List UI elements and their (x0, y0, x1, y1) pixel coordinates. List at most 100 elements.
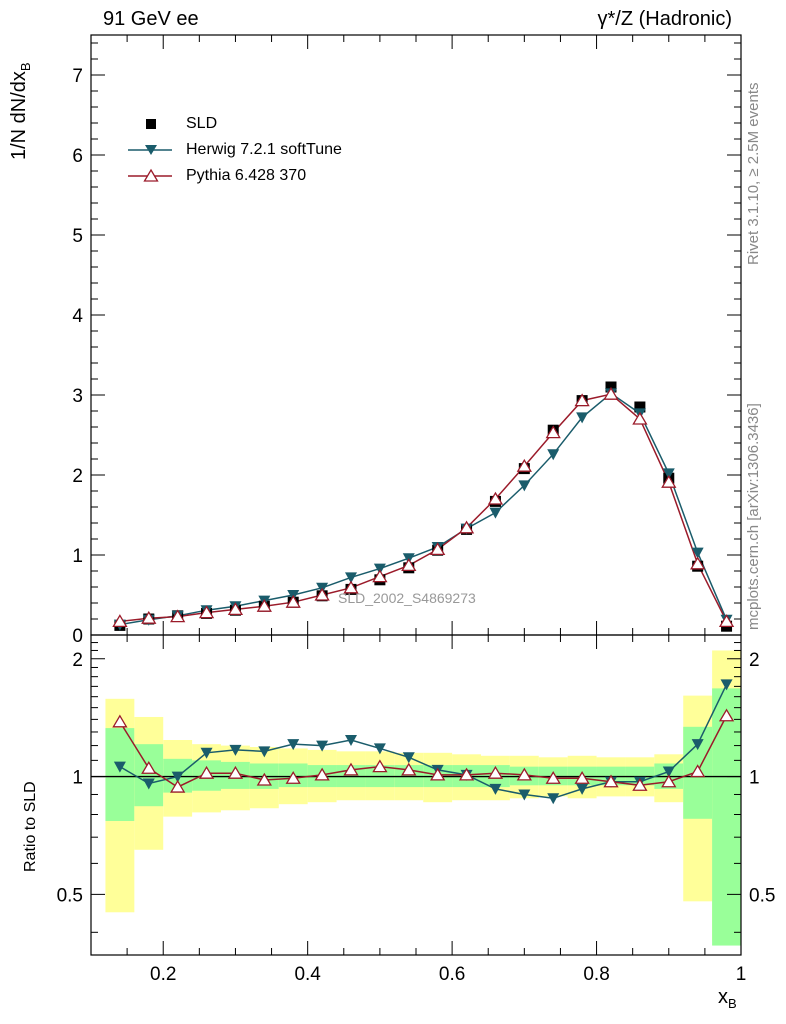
pythia-point-ratio (227, 765, 244, 779)
herwig-point-ratio (345, 735, 357, 747)
pythia-point-main (256, 598, 272, 612)
x-tick-label: 0.8 (583, 964, 609, 985)
herwig-point-ratio (720, 679, 733, 691)
y-tick-label-ratio: 0.5 (57, 885, 83, 906)
pythia-point-ratio (314, 767, 330, 781)
pythia-point-main (516, 458, 532, 472)
pythia-point-ratio (141, 760, 157, 774)
legend-item-data: SLD (128, 112, 217, 136)
pythia-point-ratio (430, 767, 446, 781)
y-axis-label-main: 1/N dN/dxB (8, 62, 33, 160)
pythia-point-main (112, 614, 128, 628)
pythia-point-main (603, 386, 619, 400)
pythia-point-main (430, 542, 446, 556)
pythia-point-ratio (458, 767, 475, 781)
legend-label-data: SLD (186, 115, 218, 132)
herwig-point-ratio (547, 793, 560, 805)
pythia-point-main (718, 614, 735, 628)
pythia-point-ratio (661, 774, 677, 788)
pythia-line-main (119, 393, 728, 623)
y-tick-label-ratio-right: 0.5 (749, 885, 775, 906)
pythia-point-ratio (343, 762, 359, 776)
header-right: γ*/Z (Hadronic) (597, 8, 732, 30)
pythia-line-ratio (119, 715, 728, 788)
pythia-point-ratio (372, 759, 388, 773)
legend-marker-square-icon (146, 119, 156, 129)
y-tick-label-main: 7 (72, 66, 83, 87)
herwig-point-ratio (287, 739, 300, 751)
herwig-point-ratio (691, 739, 704, 751)
herwig-point-main (345, 572, 357, 584)
pythia-point-main (401, 558, 417, 572)
y-tick-label-main: 3 (72, 386, 83, 407)
pythia-point-main (574, 393, 590, 407)
herwig-point-ratio (258, 746, 271, 758)
herwig-point-ratio (662, 766, 675, 778)
pythia-point-ratio (401, 762, 417, 776)
herwig-point-ratio (142, 778, 155, 790)
pythia-point-ratio (256, 772, 272, 786)
pythia-point-ratio (632, 778, 648, 791)
y-tick-label-ratio-right: 1 (749, 768, 760, 789)
pythia-point-ratio (487, 765, 504, 779)
pythia-point-ratio (574, 770, 590, 784)
mcplots-label: mcplots.cern.ch [arXiv:1306.3436] (745, 403, 762, 630)
pythia-point-ratio (718, 708, 735, 722)
y-tick-label-main: 0 (72, 626, 83, 647)
ratio-band-inner (712, 688, 741, 946)
pythia-point-main (372, 569, 388, 583)
pythia-point-main (690, 556, 706, 570)
pythia-point-main (314, 587, 330, 601)
x-tick-label: 0.4 (294, 964, 321, 985)
herwig-point-main (547, 449, 560, 461)
rivet-label: Rivet 3.1.10, ≥ 2.5M events (745, 82, 762, 266)
x-axis-label: xB (718, 986, 737, 1011)
y-tick-label-ratio: 2 (72, 650, 83, 671)
legend-label-pythia: Pythia 6.428 370 (186, 167, 307, 184)
herwig-line-ratio (119, 684, 728, 800)
herwig-point-ratio (576, 783, 589, 795)
herwig-point-main (489, 507, 502, 519)
y-tick-label-main: 4 (72, 306, 83, 327)
pythia-point-ratio (603, 774, 619, 788)
herwig-point-ratio (316, 740, 329, 752)
y-tick-label-main: 2 (72, 466, 83, 487)
herwig-point-ratio (373, 743, 386, 755)
legend-item-herwig: Herwig 7.2.1 softTune (128, 138, 342, 162)
herwig-point-main (518, 480, 531, 492)
herwig-point-ratio (229, 744, 242, 756)
y-axis-label-ratio: Ratio to SLD (22, 781, 39, 872)
y-tick-label-main: 5 (72, 226, 83, 247)
x-tick-label: 1 (736, 964, 747, 985)
x-tick-label: 0.2 (150, 964, 176, 985)
pythia-point-ratio (198, 765, 215, 779)
pythia-point-ratio (112, 714, 128, 728)
pythia-point-main (632, 411, 648, 425)
pythia-point-main (487, 491, 504, 505)
legend-item-pythia: Pythia 6.428 370 (128, 164, 306, 188)
pythia-point-main (545, 425, 561, 439)
ratio-band-inner (105, 728, 135, 821)
y-tick-label-main: 6 (72, 146, 83, 167)
pythia-point-main (458, 520, 475, 534)
pythia-point-main (198, 605, 215, 619)
herwig-point-main (662, 468, 675, 480)
pythia-point-main (343, 580, 359, 594)
x-tick-label: 0.6 (439, 964, 465, 985)
legend-label-herwig: Herwig 7.2.1 softTune (186, 141, 342, 158)
pythia-point-ratio (690, 764, 706, 778)
herwig-point-ratio (489, 783, 502, 795)
pythia-point-ratio (545, 770, 561, 784)
y-tick-label-ratio: 1 (72, 768, 83, 789)
herwig-point-main (691, 547, 704, 559)
herwig-line-main (119, 392, 728, 626)
pythia-point-ratio (170, 779, 186, 793)
header-left: 91 GeV ee (103, 8, 199, 30)
herwig-point-main (373, 563, 386, 575)
herwig-point-ratio (402, 752, 415, 764)
pythia-point-main (661, 474, 677, 488)
sld-data-point (634, 401, 646, 413)
legend-marker-down-triangle-icon (128, 145, 172, 155)
pythia-point-main (170, 609, 186, 623)
pythia-point-ratio (285, 770, 301, 784)
